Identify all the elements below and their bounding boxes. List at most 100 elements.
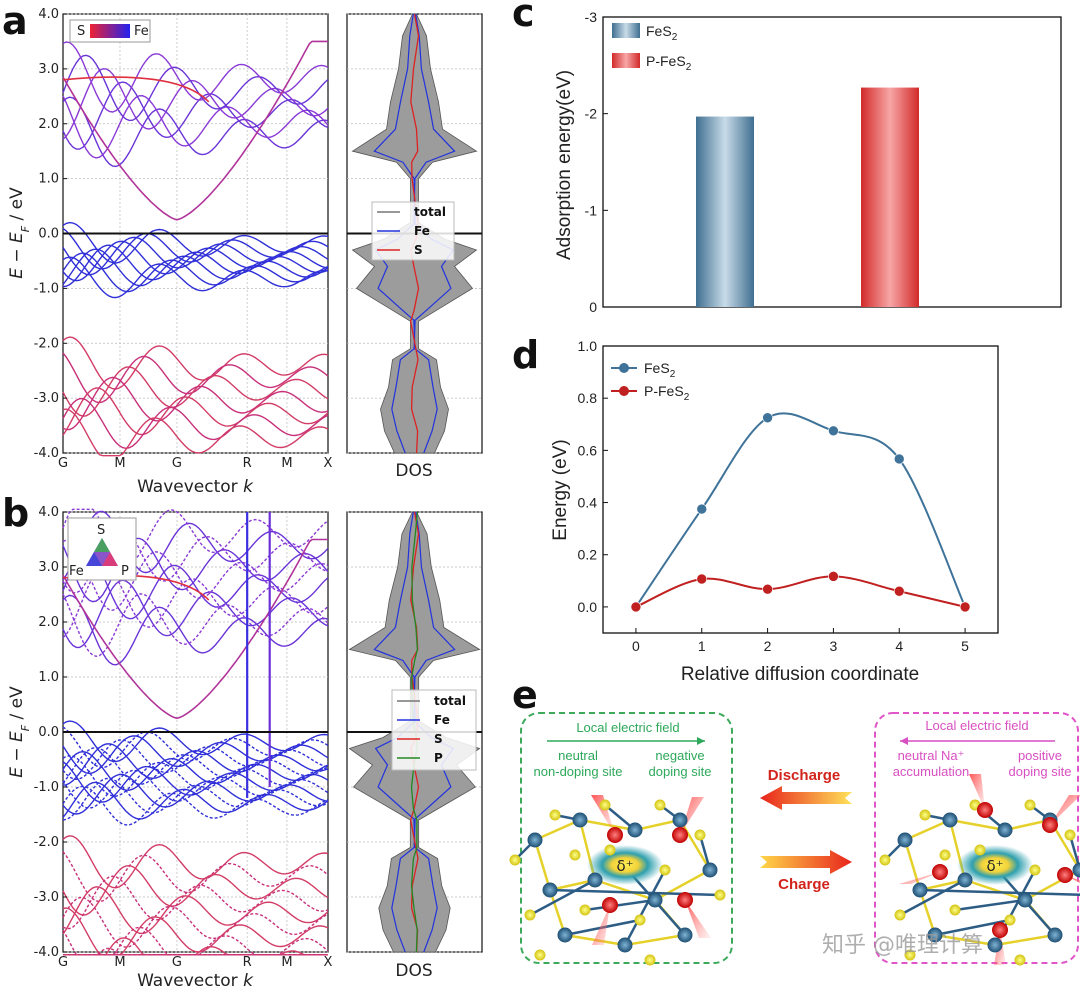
band-ytick-label: -3.0 (34, 890, 59, 905)
s-atom (919, 809, 931, 821)
k-point-label: G (172, 955, 182, 970)
line-legend-fes2: FeS2 (644, 360, 676, 380)
s-atom (579, 904, 591, 916)
k-point-label: M (281, 456, 292, 471)
fe-atom (557, 927, 573, 943)
band-ytick-label: -4.0 (34, 945, 59, 960)
dos-b-legend-s: S (434, 732, 443, 746)
bar-legend-swatch-fes2 (612, 23, 640, 38)
data-point-fes2 (696, 503, 708, 515)
charge-discharge-scheme: Local electric field neutral non-doping … (509, 712, 1080, 966)
band-structure-a: -4.0 -3.0 -2.0 -1.0 0.0 1.0 2.0 3.0 4.0 G M G R M X W… (7, 7, 333, 497)
line-xtick-label: 0 (632, 638, 640, 654)
band-curve (62, 81, 329, 150)
s-atom (974, 844, 986, 856)
band-curve (62, 376, 329, 431)
fe-atom (542, 882, 558, 898)
band-b-ylabel: E − EF / eV (7, 686, 32, 778)
left-crystal: δ⁺ (509, 795, 726, 966)
line-ytick-label: 0.4 (578, 495, 598, 511)
na-atom (992, 922, 1008, 938)
fe-atom (677, 927, 693, 943)
band-curve (62, 256, 329, 299)
fe-atom (572, 812, 588, 828)
band-a-legend-s: S (77, 24, 85, 39)
band-ytick-label: 2.0 (38, 117, 59, 132)
bar-legend-swatch-pfes2 (612, 53, 640, 68)
line-ytick-label: 1.0 (578, 338, 598, 354)
band-curve (62, 739, 329, 781)
band-curve (62, 537, 329, 603)
band-curve (62, 743, 329, 786)
s-atom (949, 904, 961, 916)
crystal-bond (548, 889, 567, 936)
line-chart-ylabel: Energy (eV) (550, 439, 571, 540)
band-curve (62, 524, 329, 594)
crystal-bond (964, 878, 1026, 902)
panel-label-a: a (2, 0, 28, 43)
crystal-bond (934, 933, 996, 947)
s-atom (634, 914, 646, 926)
watermark: 知乎 @唯理计算 (822, 933, 983, 958)
band-curve (62, 896, 329, 948)
k-point-label: M (281, 955, 292, 970)
line-chart-xlabel: Relative diffusion coordinate (681, 664, 919, 685)
band-curve (62, 875, 329, 930)
k-point-label: X (324, 955, 333, 970)
band-curve (62, 366, 329, 417)
band-curve (62, 750, 329, 791)
band-curve (62, 579, 329, 649)
band-ytick-label: -4.0 (34, 446, 59, 461)
fe-atom (1017, 892, 1033, 908)
k-point-label: G (58, 456, 68, 471)
band-ytick-label: 2.0 (38, 615, 59, 630)
crystal-bond (949, 818, 1006, 832)
panel-label-e: e (512, 673, 538, 717)
band-curve (62, 76, 210, 103)
s-atom (1024, 799, 1036, 811)
na-atom (602, 897, 618, 913)
s-atom (509, 854, 521, 866)
data-point-pfes2 (893, 585, 905, 597)
dos-b-label: DOS (395, 961, 432, 981)
dos-b-legend-total: total (434, 694, 466, 708)
delta-plus-label: δ⁺ (616, 857, 633, 875)
line-xtick-label: 1 (698, 638, 706, 654)
k-point-label: M (114, 456, 125, 471)
band-curve (62, 835, 329, 889)
na-atom (607, 827, 623, 843)
fe-atom (627, 822, 643, 838)
right-field-title: Local electric field (925, 718, 1028, 733)
k-point-label: R (243, 456, 252, 471)
data-point-fes2 (828, 425, 839, 437)
fe-atom (997, 822, 1013, 838)
line-chart-frame (602, 345, 999, 634)
charge-cone (592, 905, 610, 945)
dos-b-legend (391, 689, 477, 771)
charge-glow (587, 845, 663, 885)
adsorption-bar-chart: 0 -1 -2 -3 Adsorption energy(eV) FeS2 P-FeS… (554, 9, 1062, 315)
charge-cone (685, 900, 711, 938)
band-curve (62, 769, 329, 809)
band-a-legend-gradient (90, 24, 130, 38)
s-atom (879, 854, 891, 866)
charge-glow (957, 845, 1033, 885)
s-atom (1004, 914, 1016, 926)
band-curve (62, 746, 329, 786)
crystal-bond (549, 878, 596, 892)
line-xtick-label: 5 (961, 638, 969, 654)
line-xtick-label: 4 (895, 638, 903, 654)
s-atom (904, 949, 916, 961)
charge-arrow (760, 850, 852, 874)
s-atom (894, 909, 906, 921)
crystal-bond (634, 818, 681, 832)
series-line-pfes2 (635, 575, 966, 608)
s-atom (714, 889, 726, 901)
band-curve (62, 41, 329, 113)
band-a-xlabel: Wavevector k (137, 477, 254, 497)
dos-a-legend-s: S (414, 243, 423, 257)
series-line-fes2 (635, 412, 966, 608)
right-crystal: δ⁺ (879, 774, 1080, 966)
band-b-legend-fe: Fe (69, 564, 84, 579)
bar-chart-ylabel: Adsorption energy(eV) (554, 70, 575, 260)
